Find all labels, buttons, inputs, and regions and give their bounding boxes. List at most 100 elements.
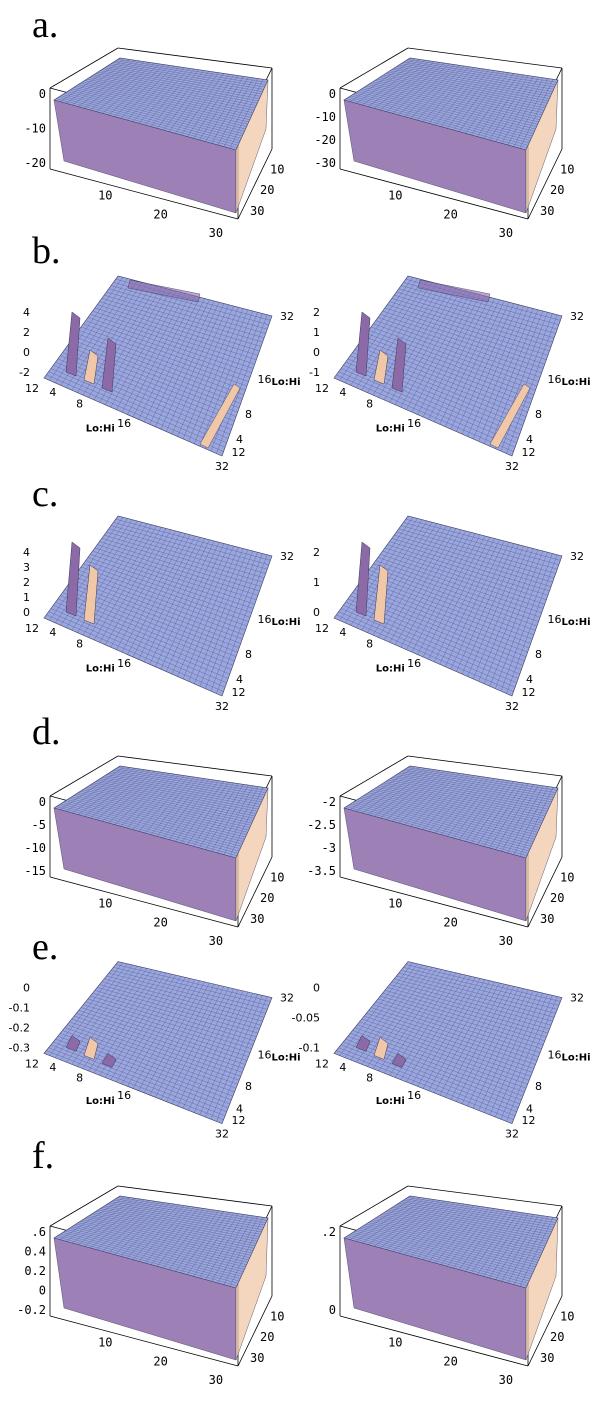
y-tick-label: 10 [560, 871, 574, 885]
plot-b-right: 2 1 0 -1 12 4 8 16 32 32 16 8 4 12 Lo:Hi Lo:Hi [300, 272, 600, 473]
y-tick-label: 4 [236, 673, 243, 686]
z-tick-label: 2 [23, 326, 30, 339]
plot-e-right: 0 -0.05 -0.1 12 4 8 16 32 32 16 8 4 12 Lo:Hi Lo:Hi [292, 958, 600, 1141]
z-tick-label: 3 [23, 561, 30, 574]
plot-d-left: 0 -5 -10 -15 10 20 30 10 20 30 [10, 748, 310, 948]
z-tick-label: -5 [32, 818, 46, 832]
x-tick-label: 20 [443, 1354, 457, 1368]
y-tick-label: 30 [250, 912, 264, 926]
panel-label-e: e. [32, 926, 59, 968]
y-tick-label: 4 [526, 1102, 533, 1115]
z-tick-label: 0 [313, 346, 320, 359]
x-tick-label: 12 [315, 382, 329, 395]
x-tick-label: 10 [98, 1336, 112, 1350]
surface-mesh [53, 765, 269, 859]
z-tick-label: -0.1 [9, 1001, 30, 1014]
y-tick-label: 32 [280, 550, 294, 563]
y-tick-label: 12 [522, 1114, 536, 1127]
y-axis-label: Lo:Hi [272, 617, 301, 628]
z-tick-label: -30 [314, 156, 336, 170]
y-tick-label: 16 [258, 613, 272, 626]
z-tick-label: -0.2 [17, 1303, 46, 1317]
x-tick-label: 30 [209, 934, 223, 948]
x-tick-label: 10 [388, 189, 402, 203]
ridge-right [489, 383, 531, 449]
x-tick-label: 30 [209, 226, 223, 240]
y-tick-label: 20 [260, 1330, 274, 1344]
y-tick-label: 8 [245, 408, 252, 421]
x-tick-label: 32 [215, 460, 229, 473]
surface-mesh [343, 765, 559, 859]
y-tick-label: 30 [540, 912, 554, 926]
y-tick-label: 8 [245, 1080, 252, 1093]
surface-side-wall [235, 1217, 269, 1361]
x-tick-label: 12 [315, 622, 329, 635]
y-tick-label: 10 [270, 871, 284, 885]
surface-peaks [355, 1035, 407, 1068]
x-tick-label: 8 [366, 638, 373, 651]
y-tick-label: 12 [232, 1114, 246, 1127]
x-axis-label: Lo:Hi [86, 1096, 115, 1107]
y-axis-label: Lo:Hi [562, 377, 591, 388]
plot-f-left: .6 0.4 0.2 0 -0.2 10 20 30 10 20 30 [10, 1178, 310, 1387]
z-tick-label: -3.5 [307, 864, 336, 878]
surface-peaks [65, 1035, 117, 1068]
y-tick-label: 10 [560, 1310, 574, 1324]
z-tick-label: 0 [313, 981, 320, 994]
z-tick-label: 0 [329, 87, 336, 101]
z-tick-label: -2 [19, 366, 30, 379]
x-tick-label: 4 [339, 626, 346, 639]
y-tick-label: 10 [560, 163, 574, 177]
surface-mesh [333, 275, 563, 457]
z-tick-label: 0 [39, 87, 46, 101]
z-tick-label: -0.1 [299, 1041, 320, 1054]
z-tick-label: 0 [23, 606, 30, 619]
z-tick-label: 2 [313, 546, 320, 559]
ridge-back [127, 279, 201, 303]
plot-b-left: 4 2 0 -2 12 4 8 16 32 32 16 8 4 12 Lo:Hi Lo:Hi [10, 272, 310, 473]
x-tick-label: 10 [98, 189, 112, 203]
x-axis-label: Lo:Hi [376, 1096, 405, 1107]
y-tick-label: 10 [270, 1310, 284, 1324]
x-tick-label: 20 [153, 915, 167, 929]
y-tick-label: 16 [548, 613, 562, 626]
y-tick-label: 20 [550, 891, 564, 905]
surface-mesh [43, 275, 273, 457]
surface-side-wall [235, 79, 269, 214]
y-tick-label: 12 [522, 446, 536, 459]
z-tick-label: -0.3 [9, 1041, 30, 1054]
x-tick-label: 30 [499, 934, 513, 948]
y-tick-label: 32 [570, 310, 584, 323]
x-tick-label: 16 [117, 417, 131, 430]
x-tick-label: 16 [117, 1089, 131, 1102]
surface-side-wall [525, 1217, 559, 1361]
x-tick-label: 32 [505, 1128, 519, 1141]
z-tick-label: -10 [314, 110, 336, 124]
surface-side-wall [525, 79, 559, 214]
y-tick-label: 20 [260, 891, 274, 905]
z-tick-label: -20 [314, 133, 336, 147]
x-tick-label: 30 [499, 226, 513, 240]
z-tick-label: 0 [39, 1284, 46, 1298]
x-axis-label: Lo:Hi [86, 423, 115, 434]
z-tick-label: 0.2 [24, 1264, 46, 1278]
y-tick-label: 4 [236, 433, 243, 446]
surface-side-wall [525, 787, 559, 922]
z-tick-label: 0 [39, 795, 46, 809]
y-tick-label: 12 [522, 686, 536, 699]
z-tick-label: 4 [23, 306, 30, 319]
surface-peaks [355, 541, 389, 625]
x-tick-label: 32 [505, 460, 519, 473]
panel-label-b: b. [32, 230, 61, 272]
surface-mesh [333, 515, 563, 697]
z-tick-label: -1 [309, 366, 320, 379]
x-tick-label: 20 [443, 915, 457, 929]
x-tick-label: 20 [153, 207, 167, 221]
plot-a-left: 0 -10 -20 10 20 30 10 20 30 [10, 40, 310, 240]
z-tick-label: -20 [24, 156, 46, 170]
x-tick-label: 30 [209, 1373, 223, 1387]
y-tick-label: 20 [550, 183, 564, 197]
y-axis-label: Lo:Hi [272, 1052, 301, 1063]
